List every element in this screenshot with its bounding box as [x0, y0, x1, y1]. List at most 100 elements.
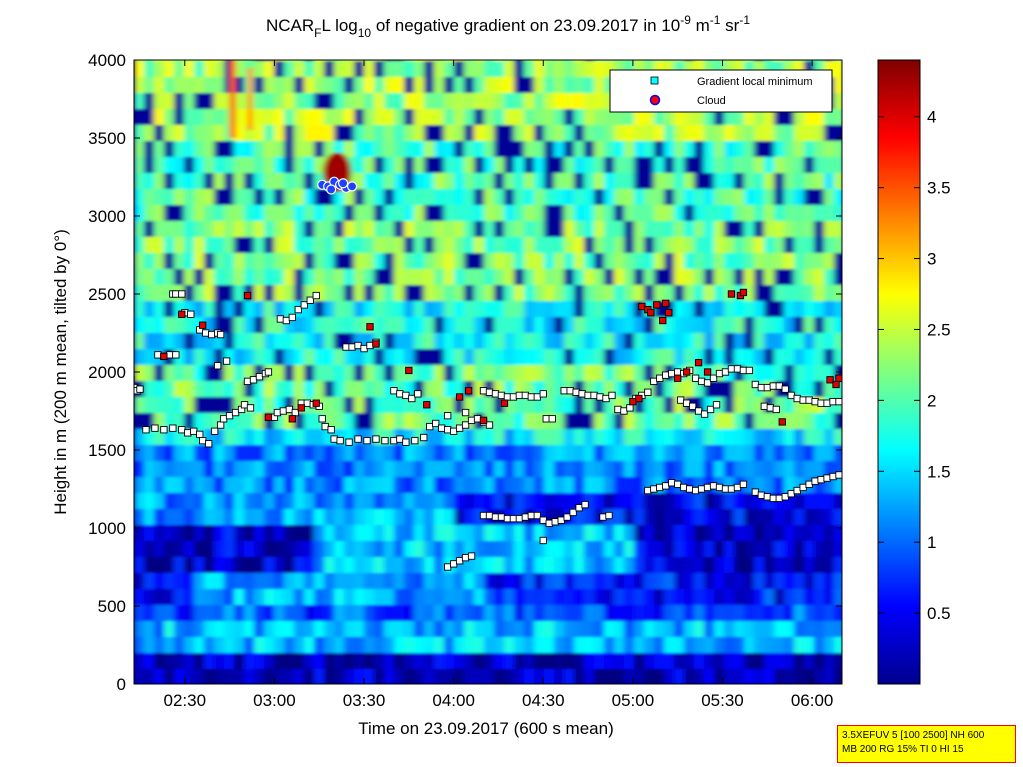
gradient-min-marker: [444, 563, 452, 571]
gradient-min-marker: [721, 368, 730, 376]
gradient-min-marker: [467, 416, 476, 425]
legend-marker-cloud: [649, 94, 661, 106]
gradient-min-marker: [677, 396, 685, 404]
gradient-min-marker: [178, 290, 186, 298]
gradient-min-marker: [727, 485, 736, 493]
gradient-min-marker: [703, 379, 712, 387]
x-tick-label: 04:30: [522, 691, 565, 710]
colorbar-tick-label: 1: [927, 533, 936, 552]
cloud-marker: [694, 358, 703, 367]
gradient-min-marker: [461, 408, 470, 417]
gradient-min-marker: [279, 407, 288, 415]
title-mid2: of negative gradient on 23.09.2017 in 10: [371, 16, 680, 35]
gradient-min-marker: [733, 483, 742, 492]
gradient-min-marker: [685, 485, 694, 493]
gradient-min-marker: [835, 397, 842, 406]
cloud-marker: [134, 376, 135, 384]
gradient-min-marker: [733, 365, 742, 373]
gradient-min-marker: [294, 305, 302, 314]
title-exp3: -1: [739, 13, 750, 27]
cloud-marker: [366, 323, 374, 331]
gradient-min-marker: [691, 486, 700, 495]
gradient-min-marker: [620, 407, 628, 415]
legend-marker-gradient-min: [650, 76, 659, 85]
cloud-marker: [500, 399, 509, 407]
gradient-min-marker: [799, 483, 807, 492]
gradient-min-marker: [461, 421, 470, 429]
legend: Gradient local minimum Cloud: [609, 69, 833, 113]
gradient-min-marker: [503, 393, 512, 401]
gradient-min-marker: [581, 500, 589, 509]
gradient-min-marker: [769, 382, 777, 390]
colorbar-tick-label: 2: [927, 391, 936, 410]
cloud-marker: [338, 178, 349, 189]
gradient-min-marker: [243, 377, 252, 386]
gradient-min-marker: [644, 486, 652, 495]
cloud-marker: [739, 288, 748, 297]
gradient-min-marker: [602, 394, 610, 403]
y-axis: 0 500 1000 1500 2000 2500 3000 3500 4000: [88, 51, 842, 694]
gradient-min-marker: [300, 301, 308, 309]
cloud-marker: [647, 309, 655, 317]
gradient-min-marker: [656, 374, 664, 382]
gradient-min-marker: [683, 399, 691, 407]
gradient-min-marker: [584, 391, 592, 400]
cloud-marker: [629, 397, 637, 406]
gradient-min-marker: [674, 368, 682, 376]
gradient-min-marker: [288, 313, 296, 322]
cloud-marker: [288, 415, 296, 423]
gradient-min-marker: [757, 383, 765, 392]
colorbar-tick-label: 2.5: [927, 320, 951, 339]
chart-title: NCARFL log10 of negative gradient on 23.…: [266, 13, 750, 40]
gradient-min-marker: [438, 424, 446, 432]
title-exp2: -1: [710, 13, 721, 27]
gradient-min-marker: [799, 396, 807, 404]
gradient-min-marker: [533, 511, 541, 520]
gradient-min-marker: [805, 396, 813, 404]
gradient-min-marker: [700, 410, 709, 418]
gradient-min-marker: [787, 391, 795, 400]
gradient-min-marker: [444, 412, 452, 420]
gradient-min-marker: [222, 357, 231, 365]
title-mid3: m: [691, 16, 710, 35]
gradient-min-marker: [136, 385, 144, 393]
gradient-min-marker: [366, 341, 374, 350]
gradient-min-marker: [202, 329, 210, 337]
gradient-min-marker: [608, 391, 616, 400]
gradient-min-marker: [360, 344, 368, 353]
cloud-marker: [674, 374, 682, 382]
gradient-min-marker: [527, 511, 535, 520]
gradient-min-marker: [306, 296, 314, 304]
cloud-marker: [778, 418, 786, 426]
gradient-min-marker: [390, 387, 398, 395]
gradient-min-marker: [614, 405, 622, 414]
gradient-min-marker: [739, 480, 748, 488]
gradient-min-marker: [205, 440, 213, 448]
gradient-min-marker: [596, 393, 604, 401]
gradient-min-marker: [282, 316, 291, 325]
gradient-min-marker: [276, 315, 285, 323]
gradient-min-marker: [178, 426, 186, 434]
cloud-marker: [199, 321, 207, 329]
title-prefix: NCAR: [266, 16, 314, 35]
y-axis-label: Height in m (200 m mean, tilted by 0°): [51, 229, 70, 515]
y-tick-label: 500: [98, 597, 126, 616]
gradient-min-marker: [381, 436, 389, 445]
gradient-min-marker: [817, 475, 825, 484]
cloud-marker: [405, 366, 413, 375]
cloud-marker: [423, 401, 431, 409]
gradient-min-marker: [551, 518, 559, 526]
y-tick-label: 2000: [88, 363, 126, 382]
gradient-min-marker: [402, 391, 410, 400]
gradient-min-marker: [187, 310, 195, 318]
gradient-min-marker: [829, 472, 837, 481]
gradient-min-marker: [787, 490, 795, 498]
x-tick-label: 03:30: [343, 691, 386, 710]
gradient-min-marker: [231, 408, 240, 417]
x-tick-label: 02:30: [164, 691, 207, 710]
title-mid4: sr: [720, 16, 739, 35]
gradient-min-marker: [703, 483, 712, 492]
cloud-marker: [826, 376, 834, 384]
gradient-min-marker: [160, 426, 168, 434]
gradient-min-marker: [485, 511, 494, 520]
